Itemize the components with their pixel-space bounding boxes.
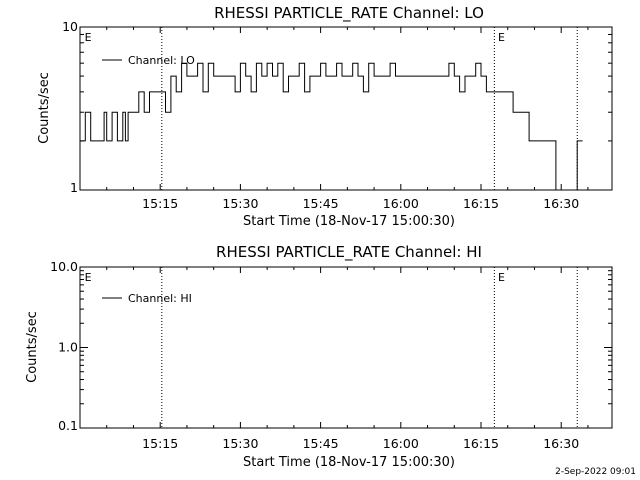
event-mark-hi-1: E [498, 271, 505, 284]
event-mark-hi-0: E [85, 271, 92, 284]
event-mark-lo-1: E [498, 31, 505, 44]
x-tick-label-hi-1: 15:30 [222, 436, 258, 451]
x-tick-label-lo-0: 15:15 [142, 196, 178, 211]
y-axis-label-lo: Counts/sec [37, 72, 52, 144]
x-tick-label-hi-2: 15:45 [303, 436, 339, 451]
y-tick-label-hi-2: 0.1 [58, 418, 78, 433]
x-tick-label-lo-2: 15:45 [303, 196, 339, 211]
x-tick-label-lo-4: 16:15 [463, 196, 499, 211]
x-tick-label-hi-5: 16:30 [543, 436, 579, 451]
plot-frame-hi [79, 266, 613, 429]
x-axis-label-hi: Start Time (18-Nov-17 15:00:30) [243, 455, 455, 470]
x-tick-label-lo-1: 15:30 [222, 196, 258, 211]
chart-title-hi: RHESSI PARTICLE_RATE Channel: HI [216, 243, 482, 262]
y-tick-label-lo-1: 10 [62, 19, 78, 34]
panel-hi: RHESSI PARTICLE_RATE Channel: HI Start T… [25, 243, 613, 470]
y-tick-label-lo-0: 1 [70, 180, 78, 195]
legend-label-lo: Channel: LO [128, 54, 195, 67]
legend-label-hi: Channel: HI [128, 292, 192, 305]
legend-hi: Channel: HI [102, 292, 192, 305]
y-tick-label-hi-1: 1.0 [58, 340, 78, 355]
x-tick-label-hi-4: 16:15 [463, 436, 499, 451]
y-axis-label-hi: Counts/sec [25, 311, 40, 383]
x-tick-label-lo-3: 16:00 [383, 196, 419, 211]
date-stamp: 2-Sep-2022 09:01 [555, 467, 636, 477]
x-tick-label-hi-0: 15:15 [142, 436, 178, 451]
plot-frame-lo [79, 26, 613, 191]
x-axis-label-lo: Start Time (18-Nov-17 15:00:30) [243, 214, 455, 229]
x-tick-label-lo-5: 16:30 [543, 196, 579, 211]
y-tick-label-hi-0: 10.0 [50, 259, 78, 274]
panel-lo: RHESSI PARTICLE_RATE Channel: LO Start T… [37, 4, 613, 229]
chart-title-lo: RHESSI PARTICLE_RATE Channel: LO [214, 4, 484, 23]
x-tick-label-hi-3: 16:00 [383, 436, 419, 451]
series-line-lo-0 [80, 62, 583, 191]
event-mark-lo-0: E [85, 31, 92, 44]
legend-lo: Channel: LO [102, 54, 195, 67]
